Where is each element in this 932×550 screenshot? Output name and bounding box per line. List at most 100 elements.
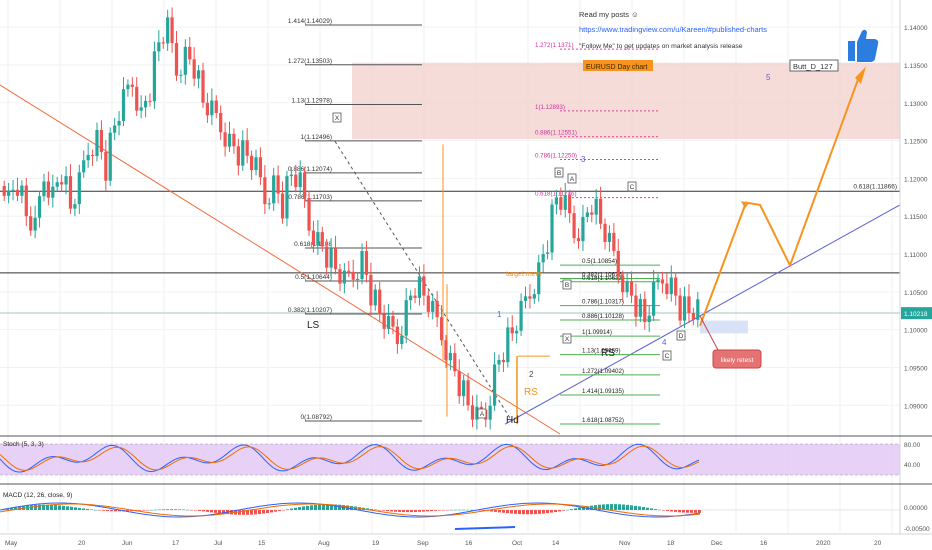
macd-bar: [422, 510, 425, 512]
candle-body: [510, 327, 514, 334]
macd-bar: [426, 510, 429, 512]
macd-bar: [482, 510, 485, 511]
fib-pink-label: 0.786(1.12250): [535, 153, 577, 160]
read-posts-text: Read my posts ☺: [579, 10, 639, 19]
time-axis: May 20 Jun 17 Jul 15 Aug 19 Sep 16 Oct 14 Nov 18 Dec 16…: [5, 540, 882, 547]
candle-body: [157, 42, 161, 52]
macd-bar: [398, 510, 401, 512]
macd-bar: [438, 510, 441, 511]
candle-body: [687, 296, 691, 314]
candle-body: [356, 278, 360, 280]
wave-4: 4: [662, 338, 667, 347]
candle-body: [20, 185, 24, 196]
fib-main-label: 1.272(1.13503): [288, 58, 332, 65]
candle-body: [161, 42, 165, 44]
candle-body: [15, 189, 20, 196]
macd-divergence-line: [454, 526, 516, 530]
candle-body: [382, 314, 386, 329]
macd-bar: [214, 510, 217, 513]
candle-body: [607, 232, 612, 242]
candle-body: [581, 216, 585, 242]
macd-bar: [322, 504, 325, 510]
macd-bar: [90, 509, 93, 511]
macd-bar: [458, 509, 461, 511]
candle-body: [249, 155, 254, 171]
macd-bar: [102, 510, 105, 511]
candle-body: [11, 189, 15, 191]
macd-bar: [334, 504, 337, 510]
macd-bar: [246, 510, 249, 515]
candle-body: [219, 113, 223, 133]
macd-bar: [106, 510, 109, 512]
candle-body: [598, 198, 603, 224]
macd-bar: [694, 510, 697, 513]
candle-body: [29, 216, 33, 231]
candle-body: [285, 176, 289, 219]
macd-bar: [198, 510, 201, 511]
fib-main-label: 0.786(1.11703): [288, 194, 332, 201]
macd-bar: [430, 510, 433, 512]
candle-body: [113, 125, 117, 133]
macd-bar: [638, 506, 641, 510]
candle-body: [466, 380, 470, 406]
candle-body: [245, 140, 249, 156]
candle-body: [678, 295, 682, 321]
macd-bar: [526, 510, 529, 515]
macd-bar: [142, 510, 145, 511]
candle-body: [625, 281, 629, 293]
candle-body: [470, 405, 475, 420]
macd-bar: [310, 505, 313, 510]
candle-body: [647, 315, 651, 323]
candle-body: [188, 46, 192, 60]
candle-body: [594, 198, 598, 215]
macd-line: [0, 502, 701, 518]
marker-x2: X: [565, 336, 570, 343]
candle-body: [298, 172, 302, 188]
candle-body: [422, 276, 426, 296]
fib-pink: 1.272(1.1371) 1(1.12893) 0.886(1.12551) 0.7…: [535, 42, 660, 199]
macd-bar: [130, 510, 133, 512]
candle-body: [95, 130, 99, 157]
xa-dashed-line: [334, 141, 513, 422]
descending-trendline: [0, 84, 561, 435]
macd-bar: [394, 510, 397, 512]
candle-body: [660, 279, 665, 284]
time-tick: 15: [258, 540, 266, 547]
last-price-box: [901, 307, 932, 320]
macd-bar: [510, 510, 513, 514]
macd-bar: [530, 510, 533, 515]
macd-bar: [698, 510, 701, 513]
candle-body: [417, 276, 422, 298]
thumbs-up-icon-hand: [857, 29, 879, 62]
label-likely-retest: likely retest: [721, 357, 754, 364]
candle-body: [515, 330, 519, 334]
macd-bar: [602, 504, 605, 510]
candle-body: [342, 270, 346, 284]
macd-bar: [574, 508, 577, 510]
macd-bar: [78, 507, 81, 510]
candle-body: [117, 120, 121, 126]
candle-body: [232, 133, 236, 147]
label-rs-left: RS: [524, 387, 538, 398]
macd-bar: [414, 510, 417, 512]
candle-body: [682, 296, 687, 321]
candle-body: [90, 154, 95, 157]
fib-green-label: 0.618(1.10633): [582, 275, 624, 282]
price-tick: 1.09500: [904, 365, 928, 372]
macd-bar: [150, 509, 153, 511]
macd-bar: [370, 508, 373, 510]
candle-body: [603, 223, 607, 242]
candle-body: [590, 212, 594, 215]
macd-bar: [254, 510, 257, 515]
fib-main-label: 1.414(1.14029): [288, 18, 332, 25]
fib-main-label: 0.886(1.12074): [288, 166, 332, 173]
macd-bar: [558, 510, 561, 512]
candle-body: [37, 196, 42, 218]
candle-body: [364, 251, 369, 275]
likely-retest-box: [712, 349, 762, 369]
macd-bar: [670, 510, 673, 512]
candle-body: [201, 70, 205, 103]
macd-bar: [674, 510, 677, 512]
marker-a2-box: [567, 173, 577, 184]
